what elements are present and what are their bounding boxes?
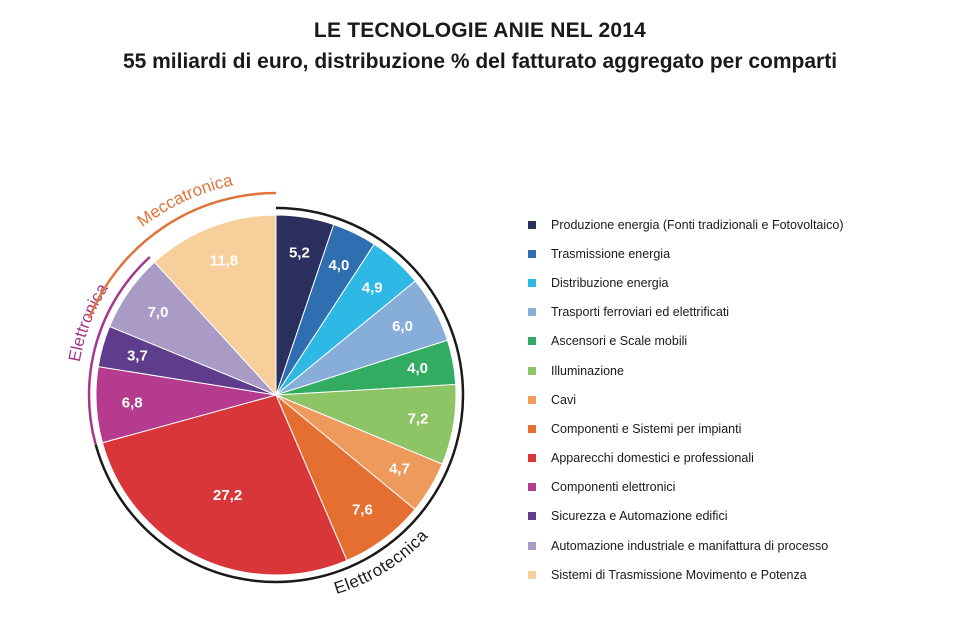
legend-label: Illuminazione <box>551 363 624 378</box>
legend-label: Componenti elettronici <box>551 480 676 495</box>
slice-value-label: 6,8 <box>122 394 143 411</box>
slice-value-label: 7,2 <box>408 411 429 428</box>
legend-swatch <box>528 424 536 433</box>
legend-label: Distribuzione energia <box>551 275 669 290</box>
legend-label: Cavi <box>551 392 577 407</box>
chart-subtitle: 55 miliardi di euro, distribuzione % del… <box>122 50 838 73</box>
chart-title-block: LE TECNOLOGIE ANIE NEL 2014 55 miliardi … <box>0 16 960 78</box>
legend-label: Produzione energia (Fonti tradizionali e… <box>551 217 844 232</box>
slice-value-label: 5,2 <box>289 244 310 261</box>
legend-swatch <box>528 278 536 287</box>
slice-value-label: 4,7 <box>389 461 410 478</box>
legend-item-componenti-e-sistemi-per-impianti: Componenti e Sistemi per impianti <box>528 414 948 443</box>
legend-swatch <box>528 220 536 229</box>
legend-item-automazione-industriale-e-manifattura-di-processo: Automazione industriale e manifattura di… <box>528 531 948 560</box>
legend-item-trasmissione-energia: Trasmissione energia <box>528 239 948 268</box>
legend-label: Sistemi di Trasmissione Movimento e Pote… <box>551 567 807 582</box>
legend-item-illuminazione: Illuminazione <box>528 356 948 385</box>
legend-item-sistemi-di-trasmissione-movimento-e-potenza: Sistemi di Trasmissione Movimento e Pote… <box>528 560 948 589</box>
group-arc-elettrotecnica <box>94 206 465 584</box>
slice-value-label: 3,7 <box>127 348 148 365</box>
slice-value-label: 11,8 <box>210 252 238 269</box>
legend-swatch <box>528 570 536 579</box>
group-arc-meccatronica <box>88 191 277 319</box>
legend: Produzione energia (Fonti tradizionali e… <box>528 210 948 589</box>
pie-chart: 5,2 4,0 4,9 6,0 4,0 7,2 4,7 7,6 27,2 6,8 3,7 7,0 11,… <box>65 170 465 598</box>
legend-label: Apparecchi domestici e professionali <box>551 451 754 466</box>
legend-swatch <box>528 454 536 463</box>
legend-label: Trasmissione energia <box>551 246 671 261</box>
legend-swatch <box>528 483 536 492</box>
legend-item-trasporti-ferroviari-ed-elettrificati: Trasporti ferroviari ed elettrificati <box>528 298 948 327</box>
slice-value-label: 6,0 <box>392 318 413 335</box>
legend-label: Trasporti ferroviari ed elettrificati <box>551 305 730 320</box>
slice-value-label: 4,0 <box>407 360 428 377</box>
chart-title: LE TECNOLOGIE ANIE NEL 2014 <box>313 19 647 42</box>
legend-item-distribuzione-energia: Distribuzione energia <box>528 268 948 297</box>
slice-value-label: 27,2 <box>213 487 242 504</box>
legend-item-componenti-elettronici: Componenti elettronici <box>528 473 948 502</box>
slice-value-label: 7,0 <box>148 304 169 321</box>
slice-value-label: 4,0 <box>328 257 349 274</box>
pie-slice-sistemi-di-trasmissione-movimento-e-potenza <box>153 214 277 397</box>
legend-item-produzione-energia-fonti-tradizionali-e-fotovoltaico: Produzione energia (Fonti tradizionali e… <box>528 210 948 239</box>
legend-item-ascensori-e-scale-mobili: Ascensori e Scale mobili <box>528 327 948 356</box>
legend-label: Componenti e Sistemi per impianti <box>551 421 742 436</box>
legend-swatch <box>528 512 536 521</box>
legend-label: Ascensori e Scale mobili <box>551 334 688 349</box>
legend-swatch <box>528 337 536 346</box>
legend-label: Automazione industriale e manifattura di… <box>551 538 829 553</box>
legend-swatch <box>528 366 536 375</box>
legend-swatch <box>528 308 536 317</box>
legend-label: Sicurezza e Automazione edifici <box>551 509 728 524</box>
legend-item-sicurezza-e-automazione-edifici: Sicurezza e Automazione edifici <box>528 502 948 531</box>
legend-swatch <box>528 541 536 550</box>
legend-item-apparecchi-domestici-e-professionali: Apparecchi domestici e professionali <box>528 444 948 473</box>
legend-swatch <box>528 395 536 404</box>
legend-item-cavi: Cavi <box>528 385 948 414</box>
slice-value-label: 7,6 <box>352 502 373 519</box>
pie-slice-apparecchi-domestici-e-professionali <box>101 394 348 576</box>
group-arc-elettronica <box>87 256 151 445</box>
slice-value-label: 4,9 <box>362 279 383 296</box>
legend-swatch <box>528 249 536 258</box>
